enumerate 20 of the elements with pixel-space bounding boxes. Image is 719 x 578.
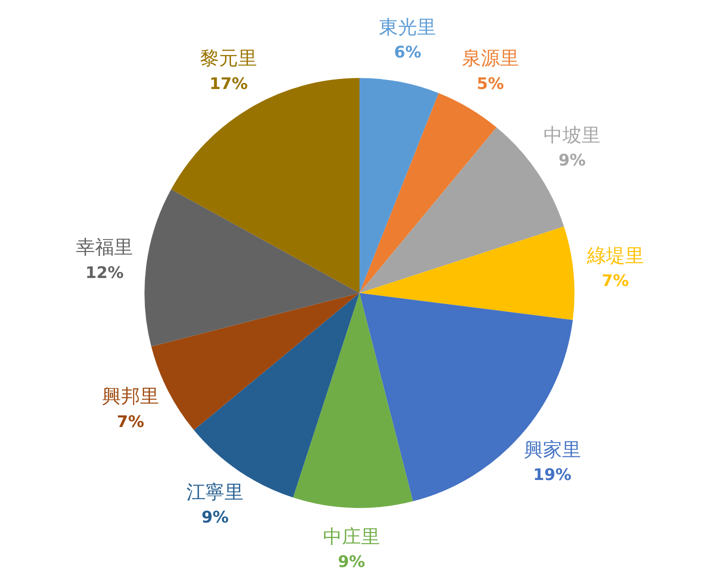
data-label: 17%	[210, 74, 248, 93]
data-label: 6%	[394, 42, 422, 62]
slice-label: 興家里	[524, 438, 581, 461]
slice-label: 黎元里	[200, 48, 258, 70]
slice-label: 中坡里	[544, 124, 601, 146]
slice-label: 中庄里	[322, 526, 380, 548]
data-label: 19%	[533, 465, 572, 484]
data-label: 12%	[85, 262, 124, 282]
data-label: 9%	[338, 552, 366, 572]
slice-label: 幸福里	[76, 236, 134, 259]
data-label: 7%	[602, 270, 629, 290]
slice-label: 興邦里	[102, 386, 160, 408]
slice-label: 江寧里	[186, 481, 244, 504]
slice-label: 泉源里	[462, 48, 519, 70]
data-label: 7%	[116, 412, 144, 431]
slice-label: 綠堤里	[586, 244, 644, 267]
data-label: 9%	[201, 508, 229, 527]
data-label: 5%	[476, 74, 504, 93]
data-label: 9%	[558, 150, 586, 170]
slice-label: 東光里	[379, 16, 436, 38]
